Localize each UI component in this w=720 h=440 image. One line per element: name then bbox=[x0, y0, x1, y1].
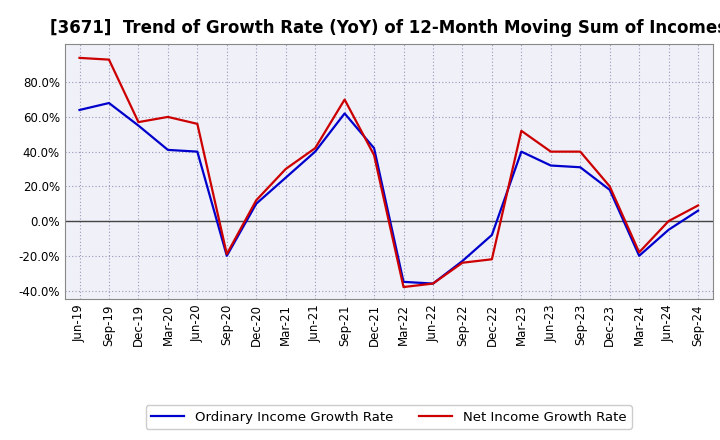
Ordinary Income Growth Rate bbox=[546, 163, 555, 168]
Net Income Growth Rate bbox=[635, 249, 644, 255]
Net Income Growth Rate bbox=[606, 184, 614, 189]
Net Income Growth Rate bbox=[576, 149, 585, 154]
Net Income Growth Rate bbox=[222, 251, 231, 257]
Net Income Growth Rate bbox=[104, 57, 113, 62]
Net Income Growth Rate bbox=[370, 153, 379, 158]
Ordinary Income Growth Rate bbox=[694, 208, 703, 213]
Ordinary Income Growth Rate bbox=[163, 147, 172, 153]
Ordinary Income Growth Rate bbox=[517, 149, 526, 154]
Ordinary Income Growth Rate bbox=[399, 279, 408, 285]
Net Income Growth Rate bbox=[399, 284, 408, 290]
Net Income Growth Rate bbox=[311, 146, 320, 151]
Ordinary Income Growth Rate bbox=[428, 281, 437, 286]
Net Income Growth Rate bbox=[428, 281, 437, 286]
Line: Net Income Growth Rate: Net Income Growth Rate bbox=[79, 58, 698, 287]
Ordinary Income Growth Rate bbox=[75, 107, 84, 113]
Ordinary Income Growth Rate bbox=[252, 201, 261, 206]
Ordinary Income Growth Rate bbox=[134, 123, 143, 128]
Net Income Growth Rate bbox=[282, 166, 290, 172]
Ordinary Income Growth Rate bbox=[282, 175, 290, 180]
Ordinary Income Growth Rate bbox=[341, 111, 349, 116]
Ordinary Income Growth Rate bbox=[222, 253, 231, 258]
Ordinary Income Growth Rate bbox=[487, 232, 496, 238]
Net Income Growth Rate bbox=[193, 121, 202, 126]
Net Income Growth Rate bbox=[252, 198, 261, 203]
Legend: Ordinary Income Growth Rate, Net Income Growth Rate: Ordinary Income Growth Rate, Net Income … bbox=[145, 405, 632, 429]
Net Income Growth Rate bbox=[163, 114, 172, 120]
Net Income Growth Rate bbox=[546, 149, 555, 154]
Net Income Growth Rate bbox=[517, 128, 526, 133]
Ordinary Income Growth Rate bbox=[665, 227, 673, 232]
Net Income Growth Rate bbox=[134, 120, 143, 125]
Ordinary Income Growth Rate bbox=[193, 149, 202, 154]
Title: [3671]  Trend of Growth Rate (YoY) of 12-Month Moving Sum of Incomes: [3671] Trend of Growth Rate (YoY) of 12-… bbox=[50, 19, 720, 37]
Net Income Growth Rate bbox=[694, 203, 703, 208]
Net Income Growth Rate bbox=[75, 55, 84, 61]
Ordinary Income Growth Rate bbox=[576, 165, 585, 170]
Net Income Growth Rate bbox=[665, 218, 673, 224]
Ordinary Income Growth Rate bbox=[458, 258, 467, 264]
Ordinary Income Growth Rate bbox=[104, 100, 113, 106]
Ordinary Income Growth Rate bbox=[635, 253, 644, 258]
Ordinary Income Growth Rate bbox=[370, 146, 379, 151]
Line: Ordinary Income Growth Rate: Ordinary Income Growth Rate bbox=[79, 103, 698, 283]
Ordinary Income Growth Rate bbox=[606, 187, 614, 192]
Net Income Growth Rate bbox=[487, 257, 496, 262]
Net Income Growth Rate bbox=[458, 260, 467, 265]
Ordinary Income Growth Rate bbox=[311, 149, 320, 154]
Net Income Growth Rate bbox=[341, 97, 349, 102]
